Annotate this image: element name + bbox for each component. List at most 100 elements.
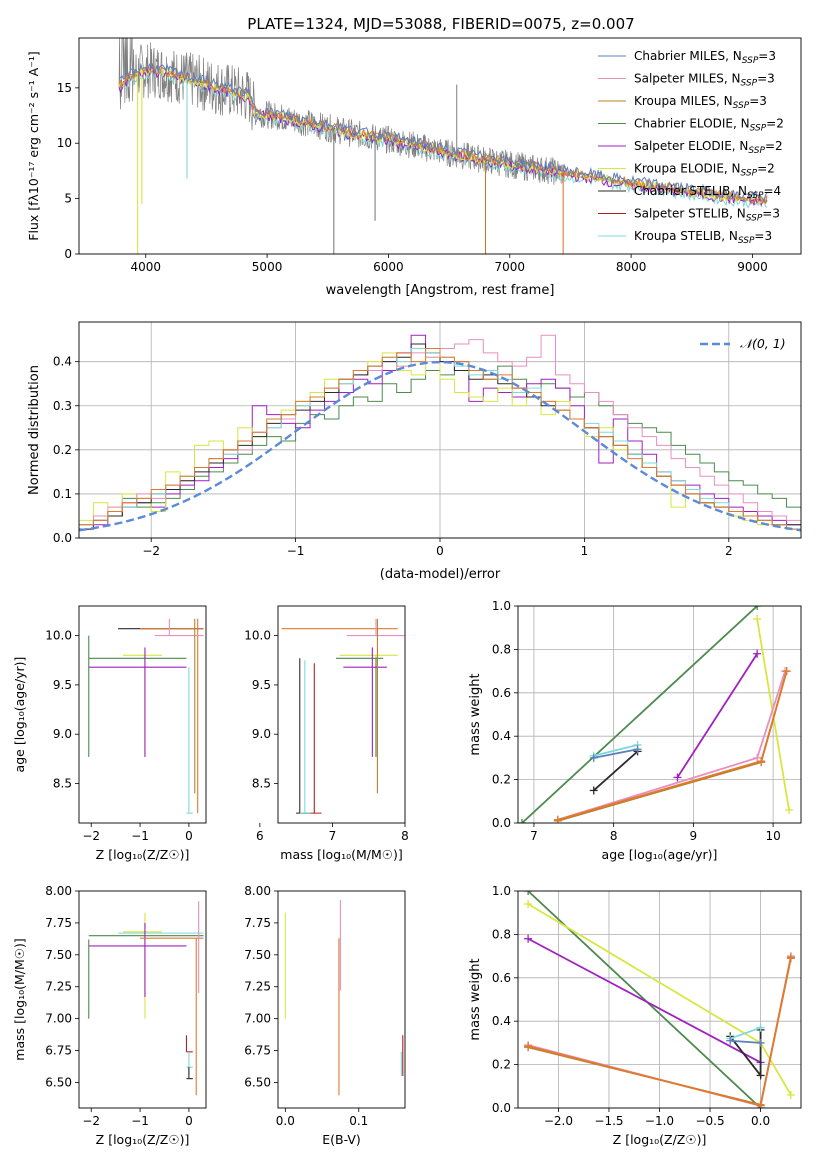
y-tick-label: 7.75: [45, 916, 72, 930]
y-tick-label: 0.8: [492, 642, 511, 656]
panel-spectrum: 4000 5000 6000 7000 8000 9000 0 5 10 15 wavelength…: [26, 37, 802, 298]
y-tick-label: 8.5: [252, 777, 271, 791]
series-line: [756, 618, 790, 811]
x-tick-label: −2: [82, 829, 100, 843]
x-tick-label: 4000: [130, 260, 161, 274]
x-tick-label: 0: [436, 544, 444, 558]
histogram-series: [79, 343, 801, 538]
series-line: [730, 1039, 761, 1044]
x-tick-label: 8: [401, 829, 409, 843]
model-spectrum-line: [118, 68, 768, 209]
y-tick-label: 10: [57, 136, 72, 150]
y-tick-label: 9.5: [252, 678, 271, 692]
y-tick-label: 1.0: [492, 884, 511, 898]
plot-area: [88, 901, 204, 1096]
y-tick-label: 0.6: [492, 971, 511, 985]
series-line: [557, 670, 788, 822]
y-axis-label: mass weight: [468, 673, 483, 755]
x-axis-label: (data-model)/error: [380, 567, 501, 582]
x-tick-label: −1.5: [594, 1114, 623, 1128]
x-tick-label: 7000: [494, 260, 525, 274]
x-tick-label: 9: [690, 829, 698, 843]
legend-label: Salpeter ELODIE, NSSP=2: [634, 139, 783, 156]
x-tick-label: 6000: [373, 260, 404, 274]
y-tick-label: 9.5: [53, 678, 72, 692]
x-tick-label: 0.0: [751, 1114, 770, 1128]
legend-label-tail: =4: [764, 184, 782, 198]
x-tick-label: 8: [610, 829, 618, 843]
legend-label-text: Kroupa STELIB, N: [634, 229, 738, 243]
y-tick-label: 0.3: [53, 399, 72, 413]
x-axis-label: E(B-V): [322, 1132, 361, 1147]
y-tick-label: 1.0: [492, 599, 511, 613]
y-tick-label: 0.1: [53, 487, 72, 501]
panel-mass-vs-Z: −2 −1 0 6.50 6.75 7.00 7.25 7.50 7.75 8.00 Z [log₁…: [12, 884, 207, 1147]
plot-area: [118, 38, 768, 254]
x-tick-label: 2: [725, 544, 733, 558]
plot-area: [88, 618, 204, 814]
x-tick-label: 0: [185, 829, 193, 843]
y-tick-label: 0.4: [53, 355, 72, 369]
y-tick-label: 0.4: [492, 729, 511, 743]
series-line: [676, 653, 758, 778]
x-tick-label: 0.1: [349, 1114, 368, 1128]
legend-label-text: Kroupa MILES, N: [634, 94, 733, 108]
legend-label-sub: SSP: [748, 146, 765, 156]
legend-label: 𝒩(0, 1): [740, 336, 786, 351]
legend-label-text: Salpeter STELIB, N: [634, 207, 746, 221]
legend-label-text: Kroupa ELODIE, N: [634, 162, 741, 176]
panel-massweight-vs-age: 7 8 9 10 0.0 0.2 0.4 0.6 0.8 1.0 age [log₁₀(age/yr…: [468, 599, 802, 862]
axes-frame: [517, 890, 802, 1109]
plot-area: [79, 334, 801, 538]
series-line: [593, 750, 639, 792]
x-axis-label: Z [log₁₀(Z/Z☉)]: [96, 1132, 190, 1147]
series-line: [593, 748, 638, 759]
axes-frame: [277, 890, 406, 1109]
x-tick-label: −2.0: [544, 1114, 573, 1128]
y-axis-label: Flux [fλ10⁻¹⁷ erg cm⁻² s⁻¹ A⁻¹]: [26, 51, 41, 240]
y-tick-label: 7.50: [45, 948, 72, 962]
x-tick-label: 0: [185, 1114, 193, 1128]
series-line: [527, 937, 761, 1064]
legend-label-tail: =2: [757, 162, 775, 176]
y-tick-label: 0.2: [53, 443, 72, 457]
y-tick-label: 0.0: [492, 1101, 511, 1115]
x-tick-label: −2: [82, 1114, 100, 1128]
x-tick-label: 0.0: [276, 1114, 295, 1128]
axes-frame: [277, 605, 406, 824]
x-tick-label: 9000: [737, 260, 768, 274]
figure-title: PLATE=1324, MJD=53088, FIBERID=0075, z=0…: [247, 15, 634, 33]
y-tick-label: 8.00: [45, 884, 72, 898]
x-tick-label: 1: [581, 544, 589, 558]
x-axis-label: Z [log₁₀(Z/Z☉)]: [96, 847, 190, 862]
histogram-series: [79, 334, 801, 538]
legend-label: Chabrier MILES, NSSP=3: [634, 49, 776, 66]
legend-label-sub: SSP: [742, 56, 759, 66]
x-tick-label: 7: [530, 829, 538, 843]
axes-frame: [517, 605, 802, 824]
model-spectrum-line: [118, 62, 768, 204]
x-tick-label: 8000: [616, 260, 647, 274]
y-tick-label: 6.50: [45, 1075, 72, 1089]
legend-label-text: Chabrier STELIB, N: [634, 184, 747, 198]
legend-label-text: Chabrier ELODIE, N: [634, 117, 750, 131]
y-tick-label: 6.75: [45, 1044, 72, 1058]
legend-label-tail: =3: [758, 49, 776, 63]
legend-label: Kroupa STELIB, NSSP=3: [634, 229, 772, 246]
y-tick-label: 0.6: [492, 686, 511, 700]
y-tick-label: 7.00: [244, 1012, 271, 1026]
plot-area: [281, 618, 405, 814]
axes-frame: [78, 890, 207, 1109]
legend-label-sub: SSP: [733, 101, 750, 111]
y-axis-label: Normed distribution: [27, 365, 42, 495]
legend-label: Kroupa ELODIE, NSSP=2: [634, 162, 775, 179]
y-tick-label: 0.0: [53, 531, 72, 545]
y-axis-label: age [log₁₀(age/yr)]: [12, 657, 27, 773]
y-axis-label: mass weight: [468, 958, 483, 1040]
axes-frame: [78, 605, 207, 824]
x-tick-label: −1: [131, 829, 149, 843]
y-tick-label: 6.50: [244, 1075, 271, 1089]
x-tick-label: −1: [287, 544, 305, 558]
histogram-series: [79, 347, 801, 538]
legend-label-sub: SSP: [747, 191, 764, 201]
